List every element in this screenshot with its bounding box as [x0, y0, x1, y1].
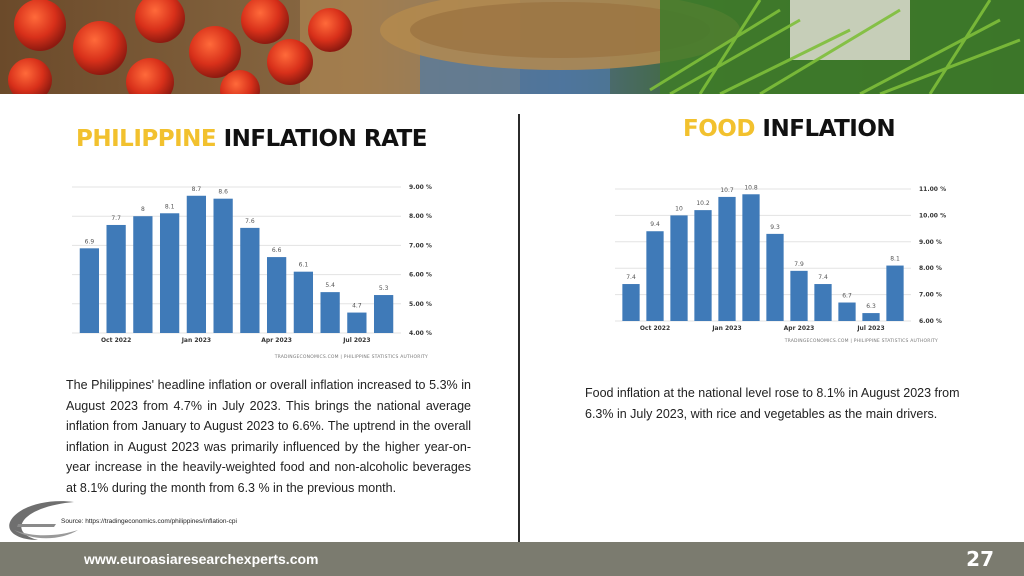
- page-number: 27: [966, 547, 994, 571]
- y-tick-label: 6.00 %: [409, 272, 432, 279]
- company-logo: [4, 496, 84, 551]
- data-label: 8: [141, 206, 145, 213]
- y-tick-label: 8.00 %: [409, 213, 432, 220]
- data-label: 8.1: [890, 256, 900, 263]
- data-label: 10.7: [720, 187, 734, 194]
- bar: [213, 198, 233, 333]
- column-divider: [518, 114, 520, 542]
- title-rest: INFLATION: [754, 116, 896, 142]
- inflation-rate-title: PHILIPPINE INFLATION RATE: [76, 126, 427, 152]
- chart-attribution: TRADINGECONOMICS.COM | PHILIPPINE STATIS…: [274, 354, 428, 360]
- bar: [790, 270, 808, 321]
- x-tick-label: Apr 2023: [784, 325, 815, 332]
- bar: [670, 215, 688, 321]
- bar: [622, 284, 640, 321]
- y-tick-label: 6.00 %: [919, 318, 942, 325]
- bar: [646, 231, 664, 321]
- x-tick-label: Jul 2023: [342, 337, 370, 344]
- y-tick-label: 11.00 %: [919, 186, 946, 193]
- title-rest: INFLATION RATE: [216, 126, 428, 152]
- bar: [186, 195, 207, 333]
- y-tick-label: 8.00 %: [919, 265, 942, 272]
- y-tick-label: 7.00 %: [919, 292, 942, 299]
- data-label: 9.4: [650, 221, 660, 228]
- bar: [694, 210, 712, 321]
- bar: [838, 302, 856, 321]
- data-label: 8.1: [165, 203, 175, 210]
- data-label: 8.6: [218, 189, 228, 196]
- data-label: 4.7: [352, 303, 362, 310]
- x-tick-label: Oct 2022: [640, 325, 670, 332]
- data-label: 9.3: [770, 224, 780, 231]
- data-label: 6.1: [299, 262, 309, 269]
- data-label: 10.2: [696, 200, 710, 207]
- bar: [373, 295, 394, 333]
- data-label: 7.4: [818, 274, 828, 281]
- data-label: 10: [675, 205, 683, 212]
- title-highlight: FOOD: [683, 116, 755, 142]
- source-citation: Source: https://tradingeconomics.com/phi…: [61, 518, 237, 525]
- food-inflation-chart-svg: 6.00 % 7.00 % 8.00 % 9.00 % 10.00 % 11.00 % 7.…: [615, 184, 946, 344]
- x-tick-label: Apr 2023: [261, 337, 292, 344]
- bar: [347, 312, 367, 333]
- bar: [814, 284, 832, 321]
- y-tick-label: 9.00 %: [919, 239, 942, 246]
- header-banner-image: [0, 0, 1024, 94]
- bar: [320, 292, 340, 333]
- data-label: 6.9: [85, 238, 95, 245]
- y-tick-label: 4.00 %: [409, 330, 432, 337]
- footer-bar: www.euroasiaresearchexperts.com 27: [0, 542, 1024, 576]
- bar: [718, 196, 736, 321]
- data-label: 6.7: [842, 293, 852, 300]
- food-inflation-description: Food inflation at the national level ros…: [585, 386, 960, 421]
- x-tick-label: Oct 2022: [101, 337, 131, 344]
- inflation-rate-chart-svg: 4.00 % 5.00 % 6.00 % 7.00 % 8.00 % 9.00 % 6.9 7…: [72, 184, 432, 360]
- inflation-description: The Philippines' headline inflation or o…: [66, 378, 471, 495]
- title-highlight: PHILIPPINE: [76, 126, 217, 152]
- bar: [293, 271, 314, 333]
- data-label: 8.7: [192, 186, 202, 193]
- bar: [79, 248, 100, 333]
- bar: [240, 227, 260, 333]
- y-tick-label: 9.00 %: [409, 184, 432, 191]
- bar: [106, 224, 126, 333]
- data-label: 6.3: [866, 303, 876, 310]
- bar: [133, 216, 153, 333]
- food-inflation-title: FOOD INFLATION: [683, 116, 896, 142]
- x-tick-label: Jan 2023: [181, 337, 211, 344]
- bar: [159, 213, 180, 333]
- inflation-rate-chart: 4.00 % 5.00 % 6.00 % 7.00 % 8.00 % 9.00 % 6.9 7…: [60, 180, 440, 365]
- bar: [862, 313, 880, 321]
- chart-attribution: TRADINGECONOMICS.COM | PHILIPPINE STATIS…: [784, 338, 938, 344]
- bar: [742, 194, 760, 321]
- data-label: 5.4: [325, 282, 335, 289]
- x-tick-label: Jul 2023: [856, 325, 884, 332]
- data-label: 7.9: [794, 261, 804, 268]
- bar: [766, 233, 784, 321]
- data-label: 7.4: [626, 274, 636, 281]
- y-tick-label: 10.00 %: [919, 212, 946, 219]
- data-label: 7.6: [245, 218, 255, 225]
- food-inflation-chart: 6.00 % 7.00 % 8.00 % 9.00 % 10.00 % 11.00 % 7.…: [607, 183, 952, 348]
- bar: [266, 257, 287, 333]
- data-label: 5.3: [379, 285, 389, 292]
- bar: [886, 265, 904, 321]
- website-link[interactable]: www.euroasiaresearchexperts.com: [84, 551, 319, 567]
- y-tick-label: 5.00 %: [409, 301, 432, 308]
- data-label: 7.7: [111, 215, 121, 222]
- y-tick-label: 7.00 %: [409, 242, 432, 249]
- x-tick-label: Jan 2023: [711, 325, 741, 332]
- data-label: 10.8: [744, 184, 758, 191]
- data-label: 6.6: [272, 247, 282, 254]
